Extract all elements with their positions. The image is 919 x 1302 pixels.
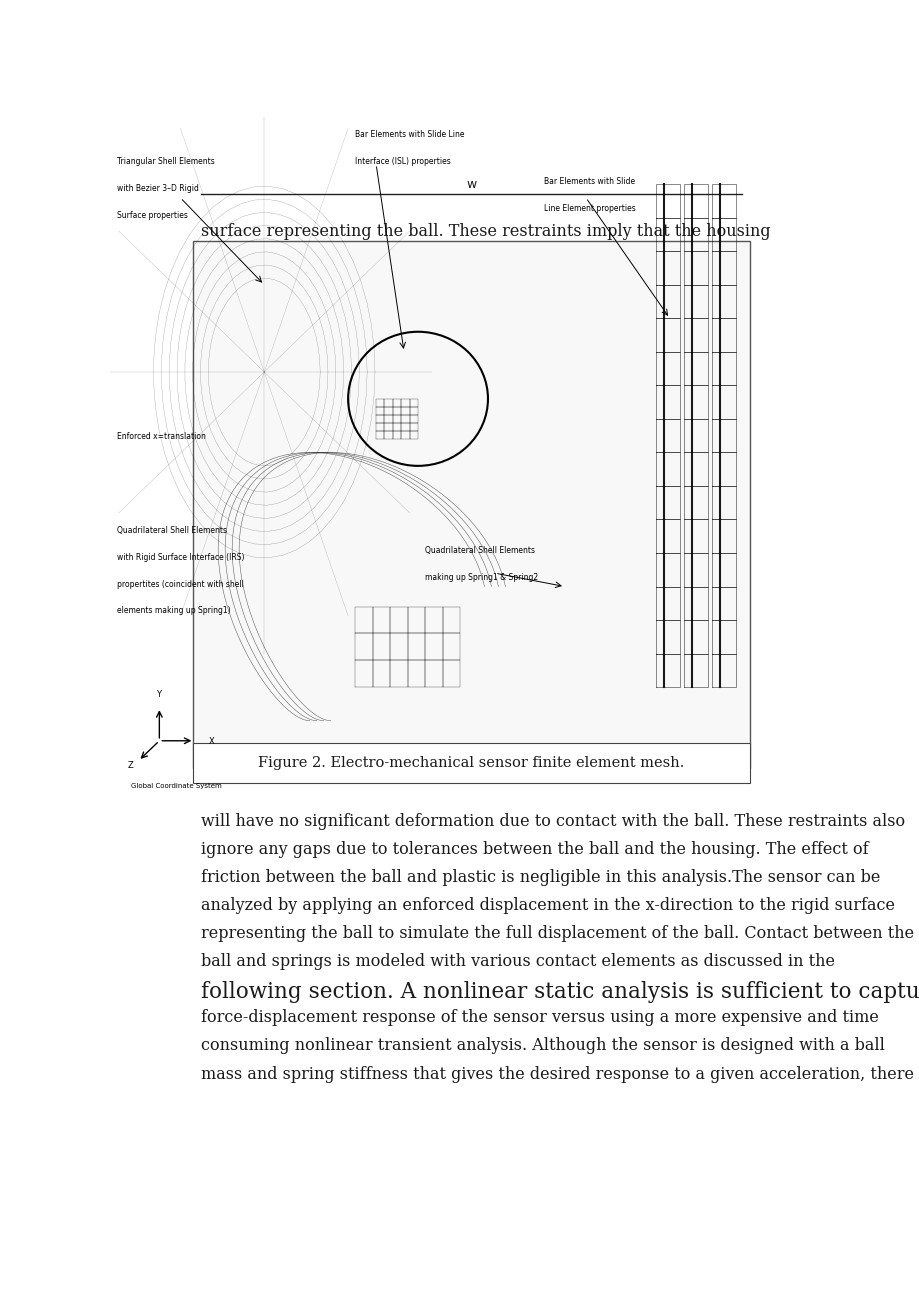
Text: force-displacement response of the sensor versus using a more expensive and time: force-displacement response of the senso… bbox=[200, 1009, 878, 1026]
Text: Y: Y bbox=[155, 690, 161, 699]
Text: with Rigid Surface Interface (IRS): with Rigid Surface Interface (IRS) bbox=[118, 553, 244, 561]
Text: Bar Elements with Slide Line: Bar Elements with Slide Line bbox=[355, 130, 464, 139]
Bar bbox=[193, 241, 749, 768]
Text: Interface (ISL) properties: Interface (ISL) properties bbox=[355, 158, 450, 167]
Bar bbox=[193, 742, 749, 783]
Text: Z: Z bbox=[128, 760, 133, 769]
Text: w: w bbox=[466, 178, 476, 191]
Text: following section. A nonlinear static analysis is sufficient to capture the: following section. A nonlinear static an… bbox=[200, 982, 919, 1004]
Text: X: X bbox=[208, 737, 214, 746]
Text: Figure 2. Electro-mechanical sensor finite element mesh.: Figure 2. Electro-mechanical sensor fini… bbox=[258, 755, 684, 769]
Text: representing the ball to simulate the full displacement of the ball. Contact bet: representing the ball to simulate the fu… bbox=[200, 926, 913, 943]
Text: consuming nonlinear transient analysis. Although the sensor is designed with a b: consuming nonlinear transient analysis. … bbox=[200, 1038, 883, 1055]
Text: propertites (coincident with shell: propertites (coincident with shell bbox=[118, 579, 244, 589]
Text: Line Element properties: Line Element properties bbox=[543, 204, 635, 214]
Text: making up Spring1 & Spring2: making up Spring1 & Spring2 bbox=[425, 573, 538, 582]
Text: mass and spring stiffness that gives the desired response to a given acceleratio: mass and spring stiffness that gives the… bbox=[200, 1065, 913, 1082]
Text: will have no significant deformation due to contact with the ball. These restrai: will have no significant deformation due… bbox=[200, 812, 903, 829]
Text: ball and springs is modeled with various contact elements as discussed in the: ball and springs is modeled with various… bbox=[200, 953, 834, 970]
Text: ignore any gaps due to tolerances between the ball and the housing. The effect o: ignore any gaps due to tolerances betwee… bbox=[200, 841, 868, 858]
Text: friction between the ball and plastic is negligible in this analysis.The sensor : friction between the ball and plastic is… bbox=[200, 868, 879, 887]
Text: Enforced x=translation: Enforced x=translation bbox=[118, 432, 206, 441]
Text: Triangular Shell Elements: Triangular Shell Elements bbox=[118, 158, 215, 167]
Text: Global Coordinate System: Global Coordinate System bbox=[131, 783, 221, 789]
Text: Quadrilateral Shell Elements: Quadrilateral Shell Elements bbox=[118, 526, 227, 535]
Text: with Bezier 3–D Rigid: with Bezier 3–D Rigid bbox=[118, 184, 199, 193]
Text: elements making up Spring1): elements making up Spring1) bbox=[118, 607, 231, 616]
Text: Surface properties: Surface properties bbox=[118, 211, 188, 220]
Text: analyzed by applying an enforced displacement in the x-direction to the rigid su: analyzed by applying an enforced displac… bbox=[200, 897, 893, 914]
Text: surface representing the ball. These restraints imply that the housing: surface representing the ball. These res… bbox=[200, 223, 769, 240]
Text: Bar Elements with Slide: Bar Elements with Slide bbox=[543, 177, 634, 186]
Text: Quadrilateral Shell Elements: Quadrilateral Shell Elements bbox=[425, 546, 535, 555]
